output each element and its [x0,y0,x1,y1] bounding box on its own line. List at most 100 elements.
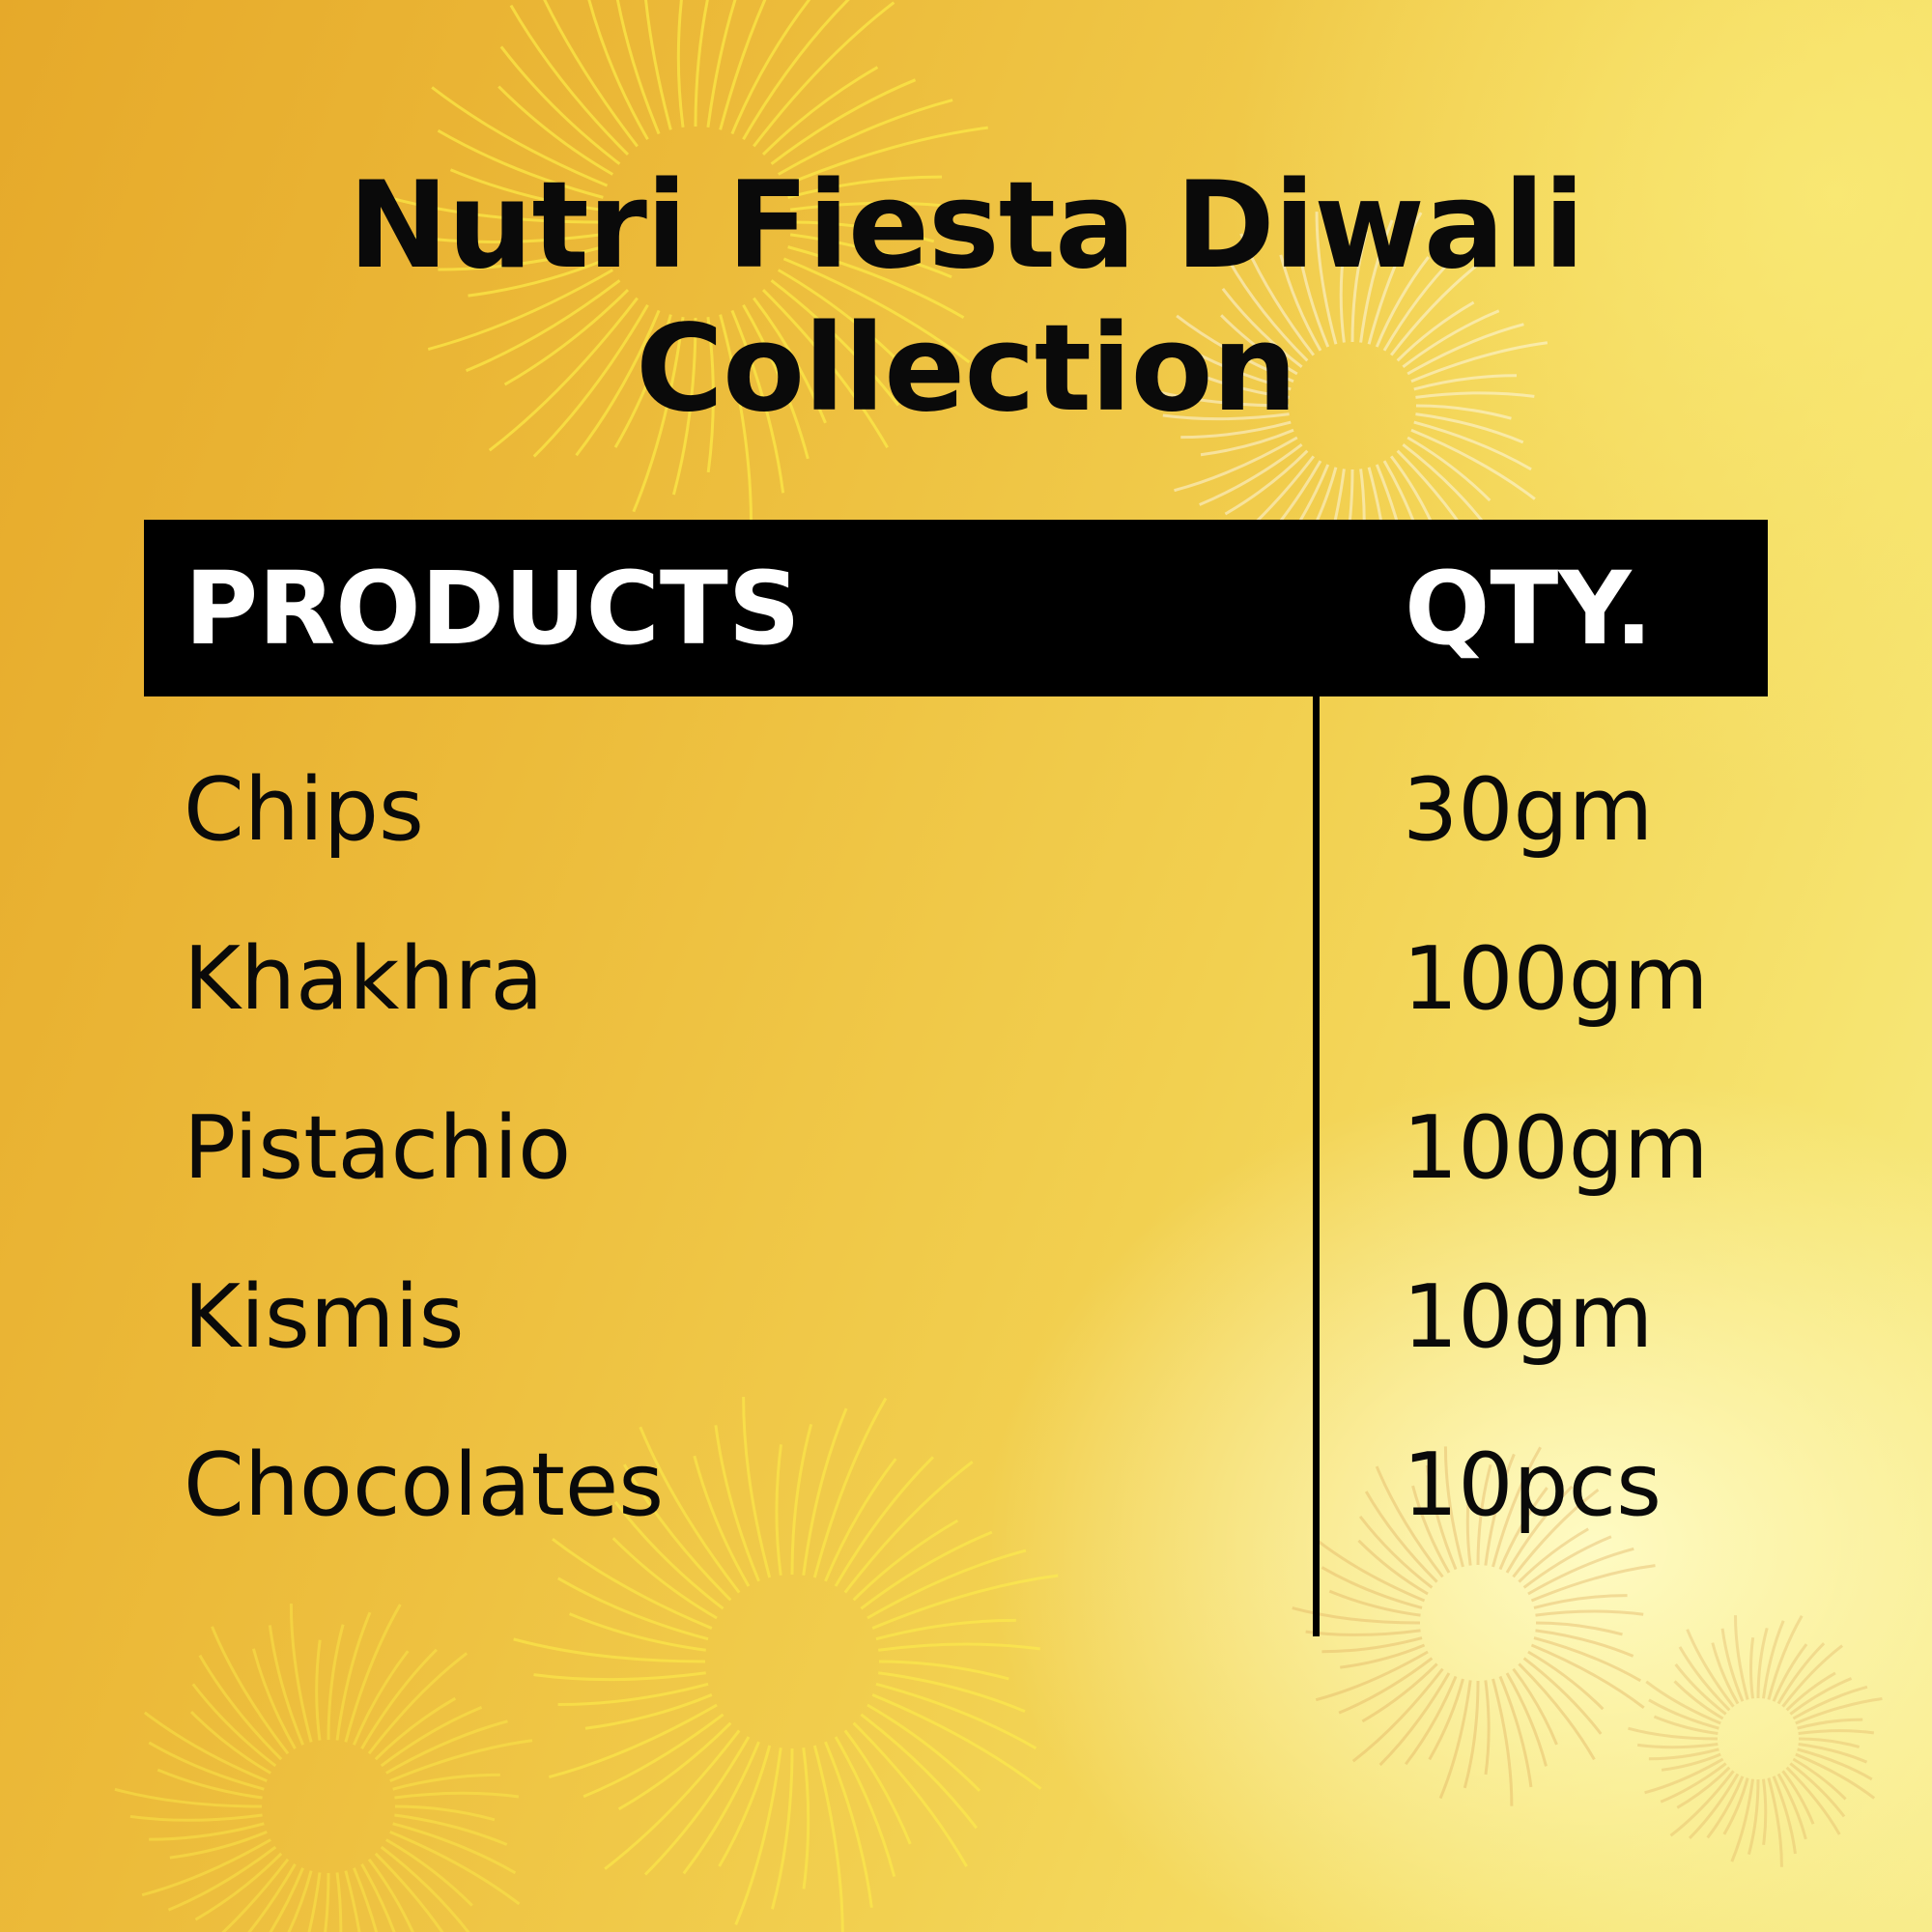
firework-ray [617,1721,732,1811]
firework-ray [1321,1636,1423,1654]
firework-ray [1798,1737,1861,1748]
firework-ray [1761,1778,1768,1846]
firework-ray [360,1863,396,1932]
firework-ray [1221,287,1303,369]
firework-ray [1795,1696,1883,1725]
firework-ray [719,0,767,130]
firework-ray [790,1423,813,1576]
firework-ray [782,126,988,187]
firework-ray [1410,428,1536,500]
firework-ray [1350,231,1368,343]
firework-ray [353,1867,379,1932]
firework-ray [761,66,879,156]
firework-ray [374,1696,457,1761]
firework-ray [367,1858,414,1932]
firework-ray [360,1648,438,1749]
firework-ray [761,288,889,449]
firework-ray [812,1745,844,1932]
firework-ray [374,1852,444,1932]
firework-ray [392,1822,517,1875]
firework-ray [604,1729,741,1870]
firework-ray [1357,1539,1429,1596]
firework-ray [790,220,935,243]
firework-ray [287,1870,313,1932]
firework-ray [198,1654,283,1761]
firework-ray [1305,1629,1421,1636]
firework-ray [129,1813,263,1822]
firework-ray [1411,1485,1451,1574]
firework-ray [221,1858,290,1932]
firework-ray [1772,1776,1797,1855]
product-qty: 100gm [1403,928,1709,1030]
firework-ray [427,269,614,351]
firework-ray [1798,1742,1868,1764]
firework-ray [557,1682,709,1707]
firework-ray [706,0,737,128]
firework-ray [568,1612,706,1652]
firework-ray [1413,420,1532,471]
firework-ray [438,245,604,271]
firework-ray [1428,1678,1464,1761]
firework-ray [1527,1650,1605,1711]
firework-ray [852,1721,968,1867]
firework-ray [315,1639,322,1741]
firework-ray [878,1642,1041,1652]
firework-ray [335,1872,343,1932]
firework-ray [1686,1629,1735,1708]
firework-ray [1661,1752,1721,1772]
firework-ray [730,0,811,135]
firework-ray [269,1867,304,1932]
firework-ray [694,0,709,128]
firework-ray [156,1768,263,1800]
firework-ray [575,309,661,457]
firework-ray [431,86,609,187]
firework-ray [1678,1646,1731,1712]
firework-ray [1402,309,1500,369]
firework-ray [1733,1615,1749,1700]
firework-ray [549,1703,718,1779]
firework-ray [1484,1680,1491,1776]
firework-ray [1505,1672,1548,1767]
firework-ray [1484,1453,1516,1566]
firework-ray [1781,1644,1844,1708]
firework-ray [1648,1747,1719,1761]
firework-ray [211,1626,290,1755]
firework-ray [824,1741,873,1909]
product-name: Pistachio [184,1097,572,1199]
firework-ray [789,201,969,212]
firework-ray [1361,1662,1438,1723]
firework-ray [335,1611,372,1741]
firework-ray [1533,1594,1628,1609]
firework-ray [149,1822,265,1841]
firework-ray [860,1530,993,1610]
firework-ray [143,1711,268,1782]
firework-ray [497,85,614,176]
firework-ray [1415,404,1512,420]
product-qty: 100gm [1403,1097,1709,1199]
firework-ray [771,1747,794,1910]
firework-ray [289,1603,313,1743]
firework-ray [465,279,621,373]
firework-ray [556,1577,709,1641]
firework-ray [488,297,639,452]
page-title: Nutri Fiesta Diwali Collection [0,155,1932,440]
firework-ray [742,1397,772,1578]
firework-ray [1463,1680,1480,1789]
firework-ray [1315,1650,1429,1702]
firework-ray [1535,1629,1634,1658]
firework-ray [714,1425,760,1582]
firework-ray [644,0,672,130]
firework-ray [392,1773,500,1791]
firework-ray [1375,256,1430,348]
firework-ray [1292,1606,1421,1625]
firework-ray [1669,1770,1735,1837]
firework-ray [1785,1766,1841,1835]
firework-ray [1415,412,1524,444]
firework-ray [307,1872,322,1932]
firework-ray [1279,254,1322,352]
firework-ray [385,1838,473,1907]
firework-ray [753,1,895,148]
firework-ray [503,288,630,386]
firework-ray [1200,428,1294,457]
firework-ray [1795,1752,1876,1800]
